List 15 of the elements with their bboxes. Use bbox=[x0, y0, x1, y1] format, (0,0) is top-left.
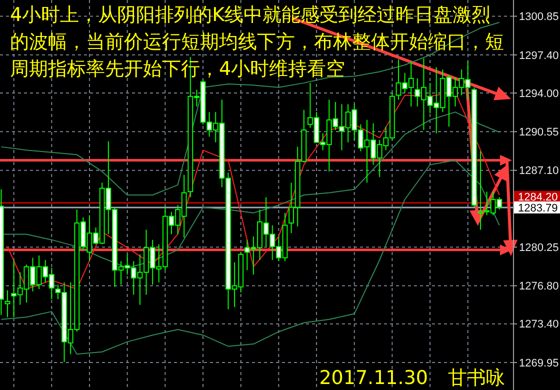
y-tick-label: 1280.25 bbox=[519, 242, 559, 254]
y-tick-label: 1276.80 bbox=[519, 280, 559, 293]
y-tick-label: 1290.55 bbox=[519, 126, 559, 139]
y-tick-label: 1300.85 bbox=[519, 11, 559, 24]
y-tick-label: 1297.40 bbox=[519, 50, 559, 62]
ref-line-label: 1284.20 bbox=[518, 192, 558, 204]
y-tick-label: 1269.95 bbox=[519, 357, 559, 370]
y-tick-label: 1273.40 bbox=[519, 318, 559, 331]
candlestick bbox=[4, 290, 10, 318]
annotation: 甘书咏 bbox=[448, 367, 505, 389]
line-series bbox=[0, 160, 500, 355]
y-tick-label: 1294.00 bbox=[519, 88, 559, 100]
ref-line-label: 1283.79 bbox=[518, 202, 558, 214]
annotation: 2017.11.30 bbox=[319, 367, 428, 389]
y-tick-label: 1287.10 bbox=[519, 165, 559, 178]
